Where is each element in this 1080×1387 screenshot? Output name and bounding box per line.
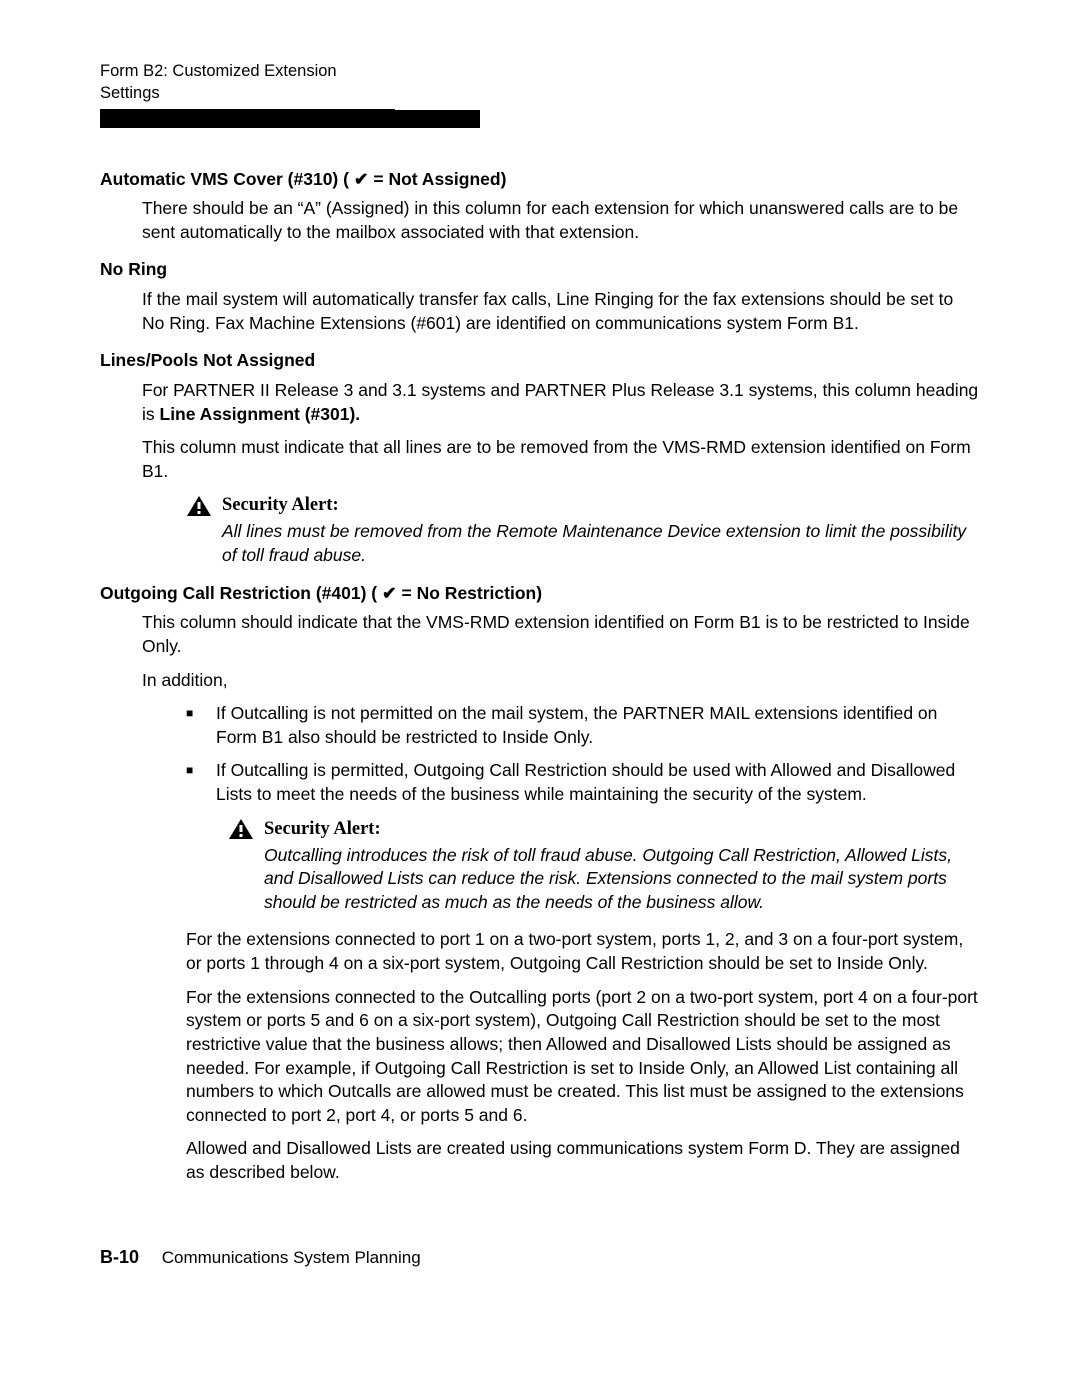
outgoing-para3: For the extensions connected to port 1 o… — [186, 928, 980, 975]
outgoing-para2: In addition, — [142, 669, 980, 693]
no-ring-para: If the mail system will automatically tr… — [142, 288, 980, 335]
outgoing-para1: This column should indicate that the VMS… — [142, 611, 980, 658]
vms-heading-post: = Not Assigned) — [369, 169, 507, 189]
page-header: Form B2: Customized Extension Settings — [100, 60, 980, 128]
warning-icon — [228, 818, 254, 840]
outgoing-para4: For the extensions connected to the Outc… — [186, 986, 980, 1128]
lines-pools-para1: For PARTNER II Release 3 and 3.1 systems… — [142, 379, 980, 426]
bullet-text-0: If Outcalling is not permitted on the ma… — [216, 702, 980, 749]
footer-title: Communications System Planning — [162, 1248, 421, 1267]
page-footer: B-10 Communications System Planning — [100, 1245, 980, 1270]
vms-heading-pre: Automatic VMS Cover (#310) — [100, 169, 338, 189]
lines-pools-heading: Lines/Pools Not Assigned — [100, 349, 980, 373]
outgoing-heading-post: = No Restriction) — [397, 583, 542, 603]
breadcrumb: Form B2: Customized Extension Settings — [100, 60, 395, 110]
header-bar — [100, 110, 480, 128]
vms-cover-heading: Automatic VMS Cover (#310) ( ✔ = Not Ass… — [100, 168, 980, 192]
lines-pools-para1-bold: Line Assignment (#301). — [160, 404, 361, 424]
bullet-marker-icon: ■ — [186, 759, 216, 806]
alert-body-2: Outcalling introduces the risk of toll f… — [264, 844, 980, 915]
warning-icon — [186, 495, 212, 517]
outgoing-heading: Outgoing Call Restriction (#401) ( ✔ = N… — [100, 582, 980, 606]
vms-cover-para: There should be an “A” (Assigned) in thi… — [142, 197, 980, 244]
outgoing-bullets: ■ If Outcalling is not permitted on the … — [186, 702, 980, 807]
alert-label-2: Security Alert: — [264, 817, 381, 842]
list-item: ■ If Outcalling is not permitted on the … — [186, 702, 980, 749]
list-item: ■ If Outcalling is permitted, Outgoing C… — [186, 759, 980, 806]
alert-body-1: All lines must be removed from the Remot… — [222, 520, 980, 567]
bullet-text-1: If Outcalling is permitted, Outgoing Cal… — [216, 759, 980, 806]
outgoing-para5: Allowed and Disallowed Lists are created… — [186, 1137, 980, 1184]
no-ring-heading: No Ring — [100, 258, 980, 282]
alert-label-1: Security Alert: — [222, 493, 339, 518]
lines-pools-para2: This column must indicate that all lines… — [142, 436, 980, 483]
footer-page-number: B-10 — [100, 1247, 139, 1267]
security-alert-2: Security Alert: Outcalling introduces th… — [228, 817, 980, 915]
security-alert-1: Security Alert: All lines must be remove… — [186, 493, 980, 567]
outgoing-heading-pre: Outgoing Call Restriction (#401) — [100, 583, 366, 603]
bullet-marker-icon: ■ — [186, 702, 216, 749]
